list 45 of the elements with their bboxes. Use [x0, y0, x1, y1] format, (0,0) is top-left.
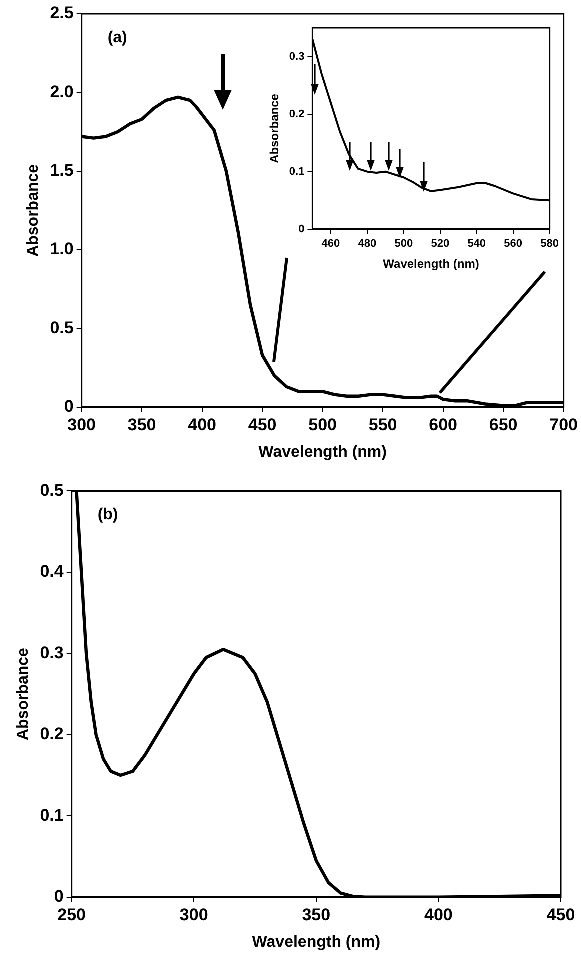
- annotation: (a): [108, 29, 128, 46]
- x-tick-label: 460: [322, 238, 340, 250]
- y-tick-label: 0.4: [40, 562, 64, 582]
- annotation: (b): [98, 506, 118, 524]
- x-axis-title: Wavelength (nm): [258, 444, 387, 461]
- y-tick-label: 0.3: [40, 643, 64, 662]
- y-tick-label: 0.2: [289, 108, 305, 120]
- x-tick-label: 700: [550, 415, 578, 434]
- x-tick-label: 500: [308, 415, 338, 434]
- x-tick-label: 450: [546, 905, 576, 924]
- y-axis-title: Absorbance: [15, 648, 32, 741]
- x-axis-title: Wavelength (nm): [252, 934, 381, 951]
- x-tick-label: 560: [504, 238, 523, 250]
- y-tick-label: 0: [298, 223, 305, 236]
- x-tick-label: 300: [180, 905, 208, 924]
- x-tick-label: 350: [128, 415, 156, 434]
- x-tick-label: 400: [424, 905, 453, 924]
- y-tick-label: 0.1: [40, 806, 64, 825]
- y-tick-label: 0.1: [289, 166, 305, 178]
- y-axis-title: Absorbance: [25, 164, 42, 257]
- y-tick-label: 1.5: [50, 161, 74, 180]
- x-tick-label: 480: [358, 238, 377, 250]
- x-tick-label: 540: [468, 238, 486, 250]
- y-tick-label: 0.5: [40, 480, 64, 500]
- x-tick-label: 450: [248, 415, 277, 434]
- x-tick-label: 350: [302, 905, 331, 924]
- x-tick-label: 300: [68, 415, 96, 434]
- x-tick-label: 400: [188, 415, 217, 434]
- x-tick-label: 550: [368, 415, 398, 434]
- x-tick-label: 520: [431, 238, 450, 250]
- y-tick-label: 0: [54, 887, 64, 906]
- y-tick-label: 0.3: [289, 50, 305, 63]
- x-tick-label: 600: [429, 415, 458, 434]
- y-tick-label: 0: [64, 397, 74, 416]
- y-tick-label: 2.5: [50, 4, 74, 23]
- y-axis-title: Absorbance: [268, 94, 282, 164]
- y-tick-label: 0.2: [40, 724, 64, 744]
- y-tick-label: 2.0: [50, 82, 74, 102]
- x-tick-label: 650: [489, 415, 518, 434]
- x-tick-label: 580: [540, 238, 560, 250]
- y-tick-label: 0.5: [50, 318, 74, 338]
- y-tick-label: 1.0: [50, 240, 74, 259]
- x-tick-label: 250: [58, 905, 86, 924]
- x-tick-label: 500: [394, 238, 414, 250]
- x-axis-title: Wavelength (nm): [383, 257, 480, 272]
